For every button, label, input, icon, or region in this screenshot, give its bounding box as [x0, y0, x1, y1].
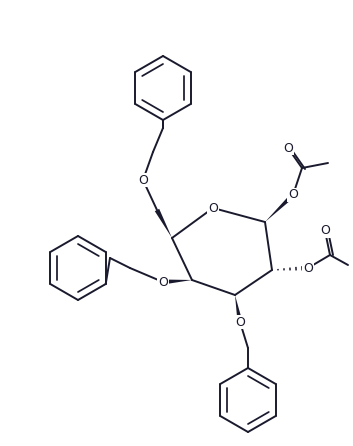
Polygon shape: [163, 280, 192, 285]
Text: O: O: [208, 202, 218, 215]
Text: O: O: [158, 276, 168, 289]
Text: O: O: [288, 189, 298, 202]
Polygon shape: [155, 209, 172, 238]
Text: O: O: [303, 261, 313, 274]
Text: O: O: [283, 141, 293, 154]
Text: O: O: [320, 224, 330, 238]
Polygon shape: [235, 295, 243, 322]
Text: O: O: [235, 315, 245, 329]
Text: O: O: [138, 173, 148, 186]
Polygon shape: [265, 193, 295, 222]
